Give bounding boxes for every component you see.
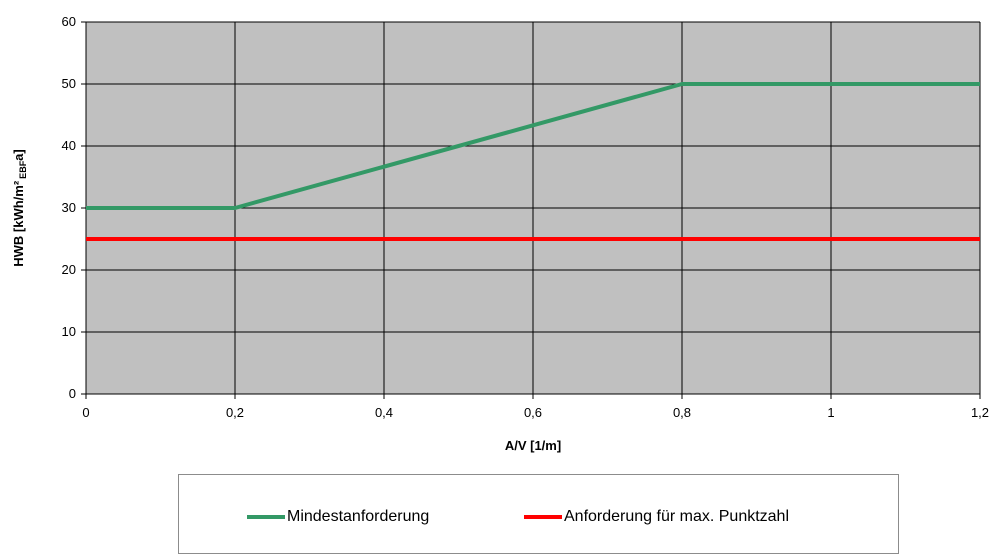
legend-label: Anforderung für max. Punktzahl	[564, 508, 790, 525]
y-tick-label: 60	[62, 14, 76, 29]
y-tick-label: 30	[62, 200, 76, 215]
y-axis-title: HWB [kWh/m²EBFa]	[11, 149, 28, 267]
y-axis-title-sub: EBF	[18, 160, 28, 179]
y-axis-title-main: HWB [kWh/m²	[11, 180, 26, 267]
legend-item-mindestanforderung: Mindestanforderung	[247, 508, 429, 526]
y-tick-label: 0	[69, 386, 76, 401]
series-line-mindestanforderung	[86, 82, 980, 210]
x-tick-label: 0,8	[673, 405, 691, 420]
y-tick-label: 10	[62, 324, 76, 339]
y-tick-label: 50	[62, 76, 76, 91]
legend-swatch-red	[524, 515, 562, 519]
y-axis-title-end: a]	[11, 149, 26, 161]
legend-label: Mindestanforderung	[287, 508, 430, 525]
x-tick-label: 0	[82, 405, 89, 420]
x-axis-title: A/V [1/m]	[505, 438, 561, 453]
legend: Mindestanforderung Anforderung für max. …	[178, 474, 899, 554]
y-tick-labels: 0 10 20 30 40 50 60	[62, 14, 76, 401]
legend-item-max-punktzahl: Anforderung für max. Punktzahl	[524, 508, 789, 526]
legend-swatch-green	[247, 515, 285, 519]
x-tick-label: 1,2	[971, 405, 989, 420]
series-lines	[86, 82, 980, 241]
x-tick-label: 0,6	[524, 405, 542, 420]
chart: 0 10 20 30 40 50 60 0 0,2 0,4 0,6 0,8 1 1,2 A/V [1/m…	[11, 14, 989, 453]
x-tick-label: 1	[827, 405, 834, 420]
x-tick-labels: 0 0,2 0,4 0,6 0,8 1 1,2	[82, 405, 989, 420]
x-tick-label: 0,2	[226, 405, 244, 420]
y-tick-label: 20	[62, 262, 76, 277]
x-tick-label: 0,4	[375, 405, 393, 420]
y-tick-label: 40	[62, 138, 76, 153]
